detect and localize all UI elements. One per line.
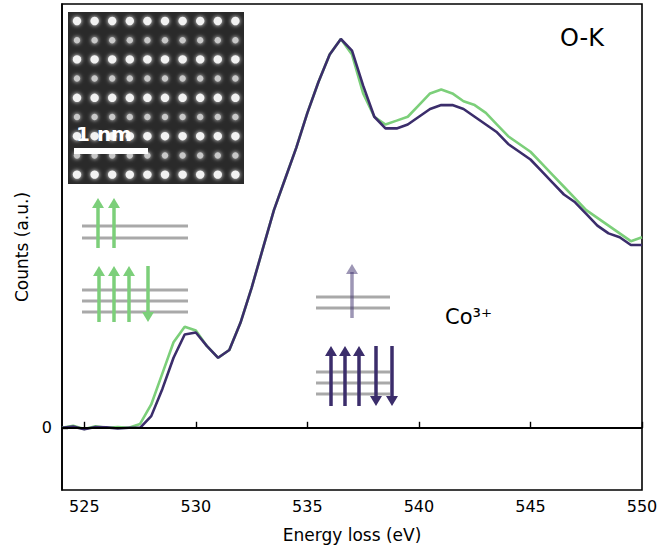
svg-text:O-K: O-K — [560, 24, 605, 52]
svg-text:525: 525 — [69, 497, 100, 516]
svg-text:535: 535 — [292, 497, 323, 516]
svg-text:530: 530 — [181, 497, 212, 516]
svg-text:Energy loss (eV): Energy loss (eV) — [283, 525, 422, 545]
svg-text:1 nm: 1 nm — [76, 122, 132, 146]
svg-text:0: 0 — [42, 418, 52, 437]
svg-text:545: 545 — [515, 497, 546, 516]
svg-text:540: 540 — [404, 497, 435, 516]
svg-text:Co³⁺: Co³⁺ — [445, 305, 492, 329]
svg-text:550: 550 — [627, 497, 658, 516]
svg-text:Counts (a.u.): Counts (a.u.) — [12, 192, 32, 302]
